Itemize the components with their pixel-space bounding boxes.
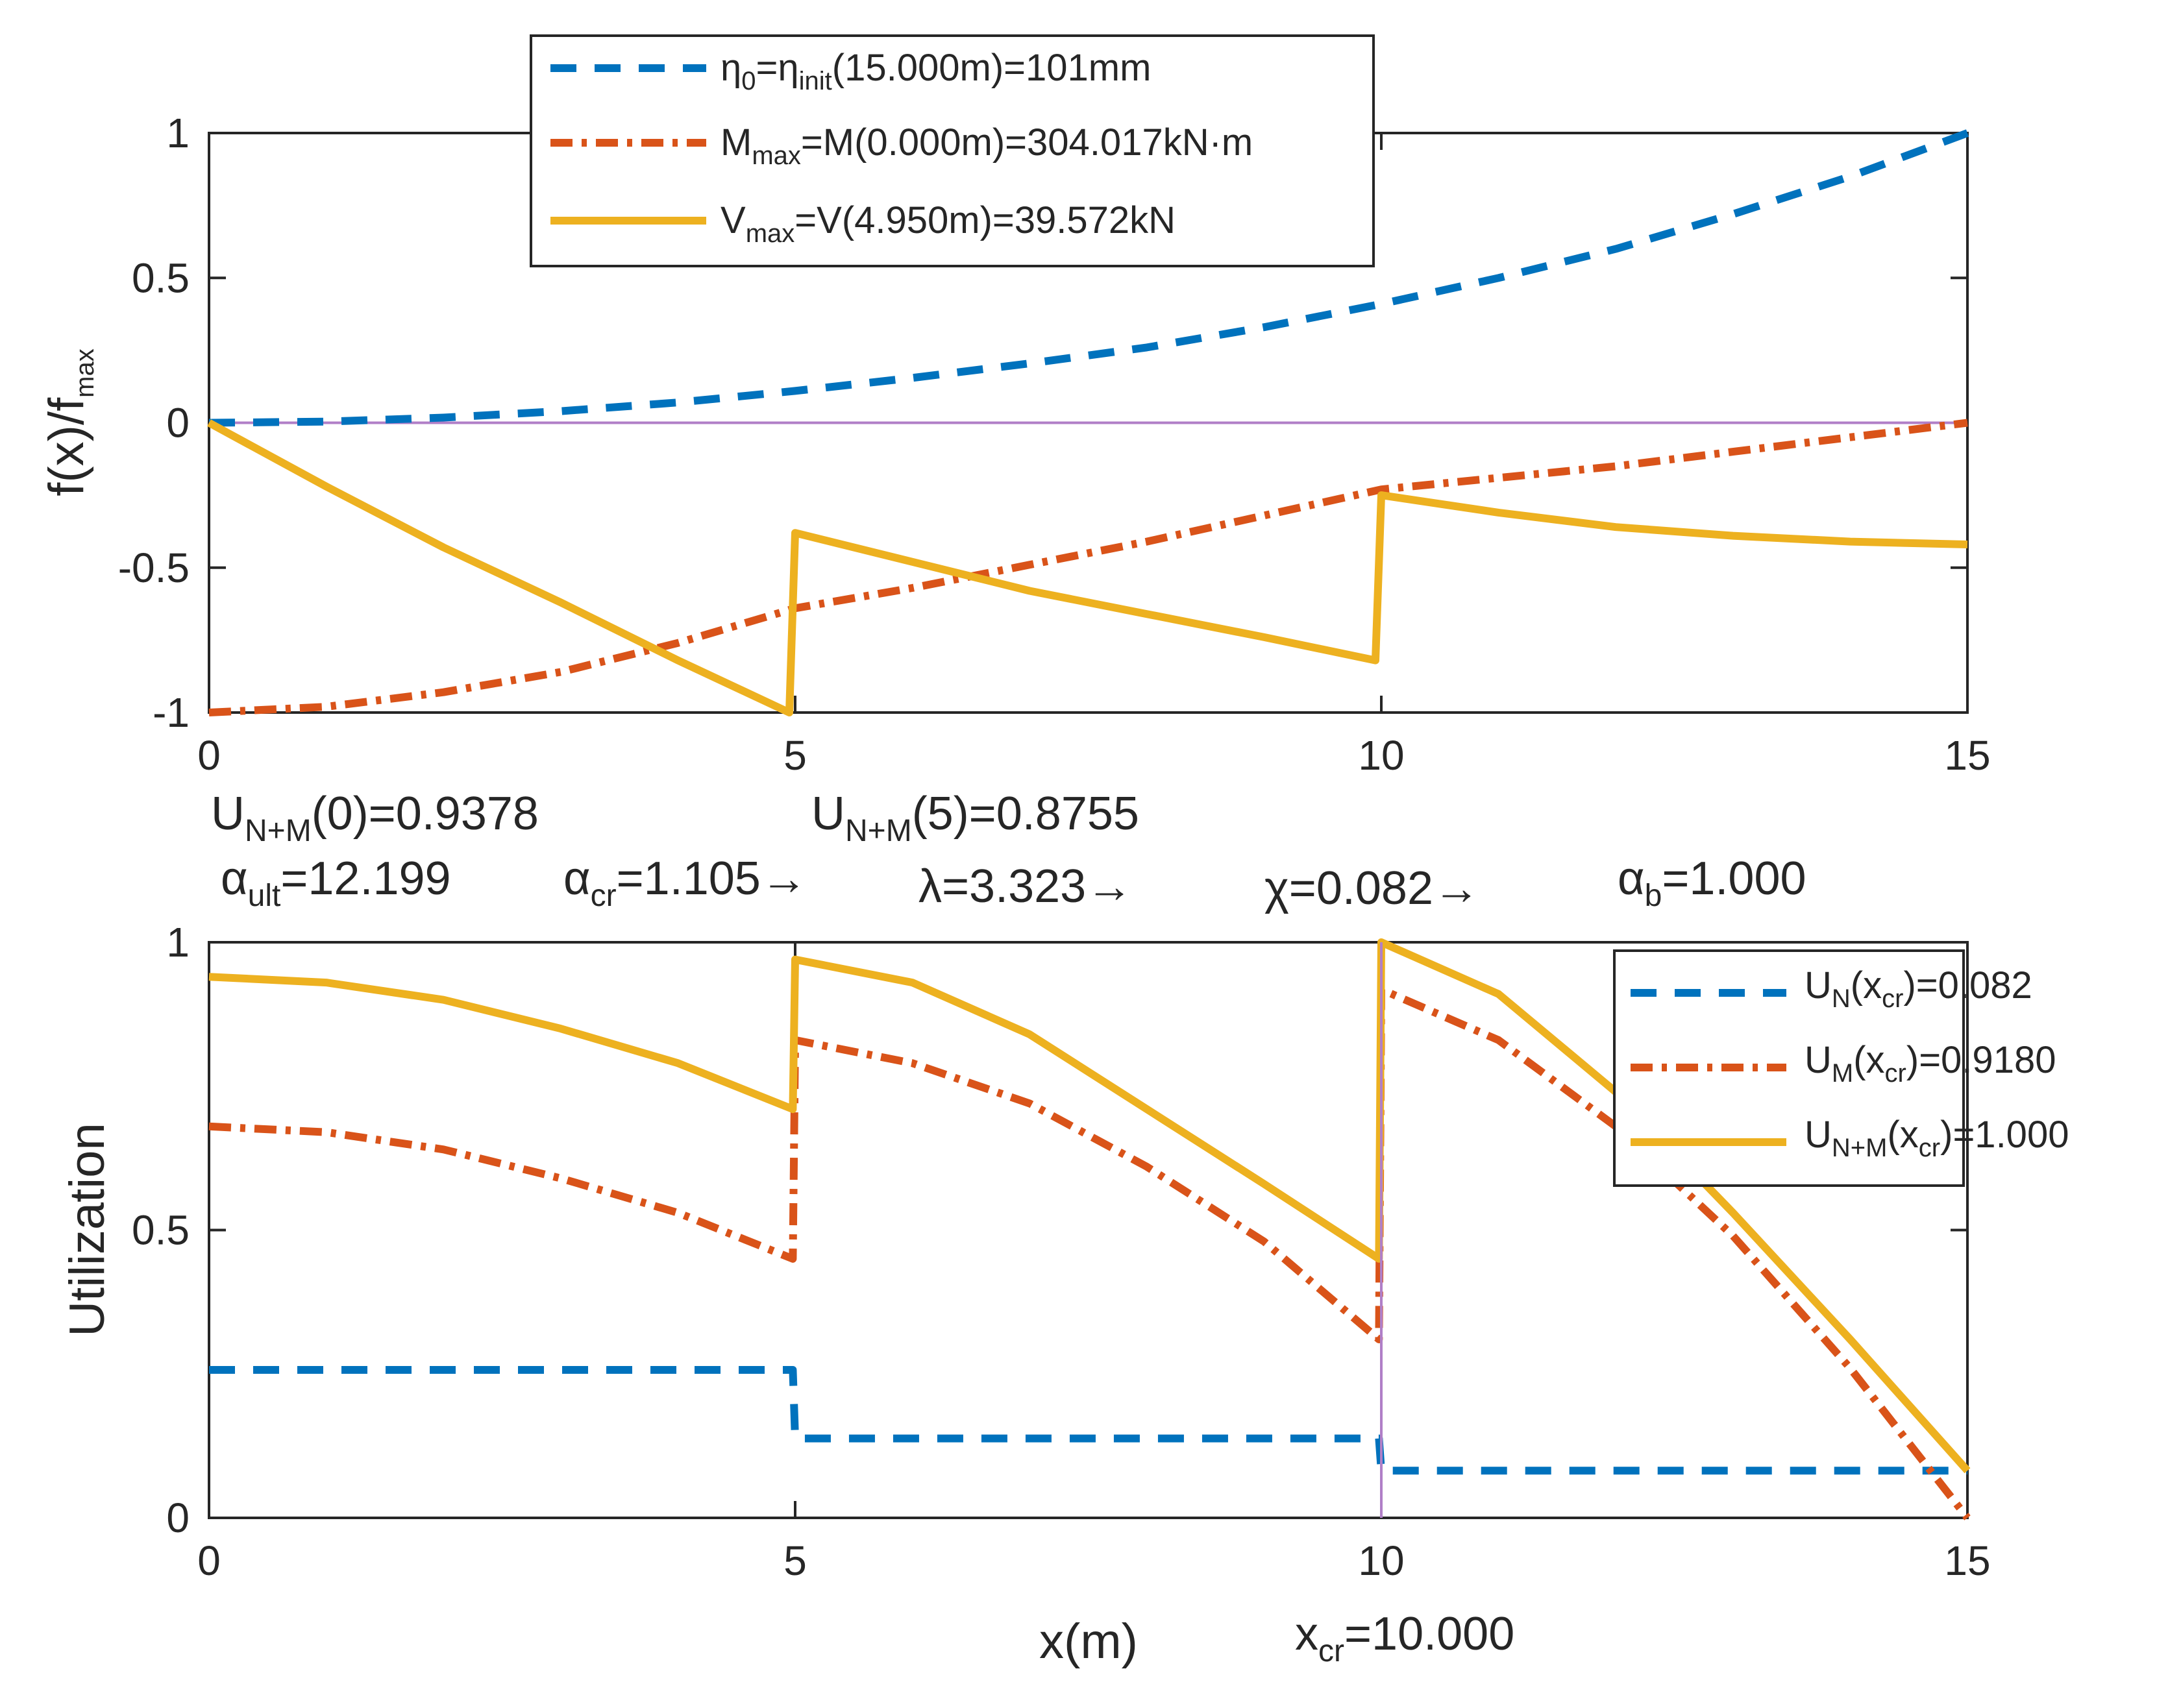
y-tick-label: 0: [166, 1494, 190, 1541]
top-legend-box: [530, 34, 1375, 267]
x-tick-label: 0: [197, 1537, 221, 1584]
legend-label-um: UM(xcr)=0.9180: [1805, 1039, 2056, 1088]
annotation-u-nm-5: UN+M(5)=0.8755: [811, 788, 1139, 848]
legend-label-un: UN(xcr)=0.082: [1805, 964, 2032, 1013]
top-tick-labels: 0 5 10 15 -1 -0.5 0 0.5 1: [118, 110, 1991, 779]
annotation-alpha-cr: αcr=1.105→: [563, 853, 807, 913]
y-tick-label: -0.5: [118, 544, 190, 591]
x-tick-label: 15: [1944, 732, 1990, 779]
legend-label-unm: UN+M(xcr)=1.000: [1805, 1114, 2069, 1162]
legend-label-mmax: Mmax=M(0.000m)=304.017kN·m: [721, 121, 1253, 170]
legend-label-vmax: Vmax=V(4.950m)=39.572kN: [721, 199, 1176, 248]
annotation-x-cr: xcr=10.000: [1295, 1608, 1514, 1668]
y-tick-label: 0: [166, 400, 190, 446]
bottom-tick-labels: 0 5 10 15 0 0.5 1: [132, 919, 1991, 1584]
annotation-alpha-ult: αult=12.199: [221, 853, 451, 913]
bottom-legend: UN(xcr)=0.082 UM(xcr)=0.9180 UN+M(xcr)=1…: [1613, 949, 2069, 1187]
top-series: [207, 129, 1969, 716]
x-tick-label: 5: [783, 732, 807, 779]
series-line-vmax-v-4-950m-39-572kn: [207, 419, 1968, 716]
x-tick-label: 15: [1944, 1537, 1990, 1584]
annotation-alpha-b: αb=1.000: [1618, 853, 1806, 913]
x-tick-label: 0: [197, 732, 221, 779]
top-y-axis-label: f(x)/fmax: [39, 348, 99, 496]
x-tick-label: 5: [783, 1537, 807, 1584]
series-line-un-xcr-0-082: [209, 1366, 1967, 1475]
annotation-lambda: λ=3.323→: [918, 860, 1133, 912]
annotations: UN+M(0)=0.9378 UN+M(5)=0.8755 αult=12.19…: [211, 788, 1806, 914]
annotation-u-nm-0: UN+M(0)=0.9378: [211, 788, 539, 848]
series-line-mmax-m-0-000m-304-017kn-m: [208, 419, 1968, 716]
bottom-y-axis-label: Utilization: [60, 1123, 115, 1336]
bottom-legend-box: [1613, 949, 1965, 1187]
x-tick-label: 10: [1358, 732, 1404, 779]
top-legend: η0=ηinit(15.000m)=101mm Mmax=M(0.000m)=3…: [530, 34, 1375, 267]
y-tick-label: 0.5: [132, 1207, 190, 1254]
x-tick-label: 10: [1358, 1537, 1404, 1584]
bottom-x-axis-label: x(m): [1039, 1614, 1138, 1669]
y-tick-label: 0.5: [132, 254, 190, 301]
legend-label-eta0: η0=ηinit(15.000m)=101mm: [721, 47, 1151, 95]
y-tick-label: -1: [153, 689, 190, 736]
y-tick-label: 1: [166, 110, 190, 156]
top-axes: 0 5 10 15 -1 -0.5 0 0.5 1 f(x)/fmax: [39, 110, 1991, 779]
y-tick-label: 1: [166, 919, 190, 966]
series-line--0-init-15-000m-101mm: [208, 129, 1969, 427]
annotation-chi: χ=0.082→: [1264, 862, 1480, 914]
